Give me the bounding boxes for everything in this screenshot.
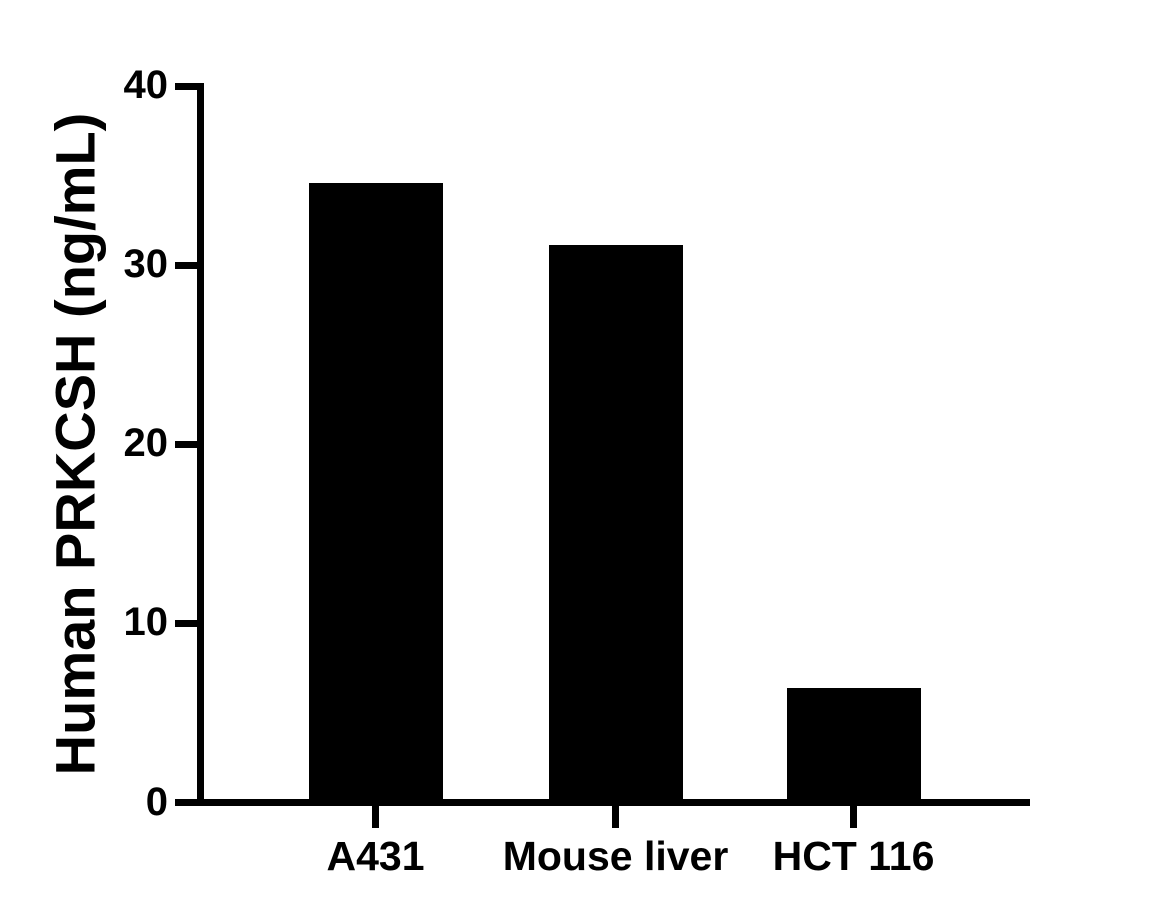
y-tick-label: 10 (123, 600, 169, 645)
y-tick-label: 0 (145, 779, 168, 824)
bar-mouse-liver (548, 245, 683, 806)
y-tick-mark (175, 440, 204, 448)
x-tick-label-hct-116: HCT 116 (772, 832, 935, 879)
x-tick-label-a431: A431 (326, 832, 425, 879)
y-tick-mark (175, 82, 204, 90)
y-tick-label: 30 (123, 242, 169, 287)
y-tick-mark (175, 799, 204, 806)
x-tick-mark (612, 806, 619, 828)
bar-hct-116 (786, 687, 921, 806)
x-tick-label-mouse-liver: Mouse liver (502, 832, 729, 879)
y-tick-mark (175, 619, 204, 627)
y-tick-label: 40 (123, 63, 169, 107)
x-tick-mark (372, 806, 379, 828)
y-tick-mark (175, 261, 204, 269)
x-tick-mark (850, 806, 857, 828)
y-tick-label: 20 (123, 421, 169, 466)
bar-a431 (308, 182, 443, 806)
